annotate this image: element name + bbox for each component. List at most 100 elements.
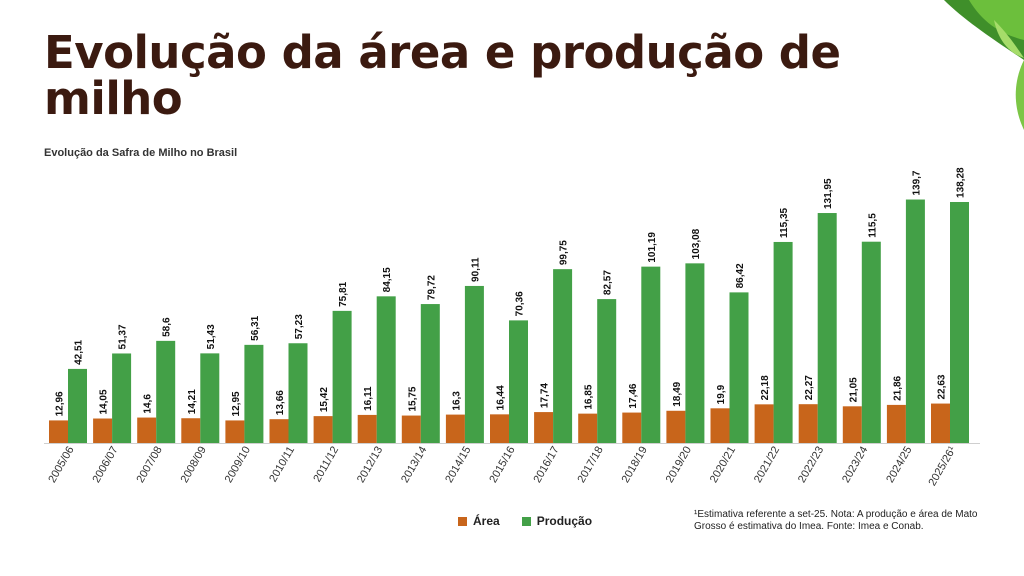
x-tick-label: 2022/23 (796, 445, 826, 485)
bar-producao (509, 320, 528, 443)
data-label-producao: 115,35 (779, 207, 790, 237)
bar-area (181, 418, 201, 443)
bar-producao (376, 296, 396, 443)
footnote: ¹Estimativa referente a set-25. Nota: A … (694, 509, 978, 532)
data-label-producao: 82,57 (603, 270, 614, 295)
data-label-producao: 79,72 (426, 275, 437, 300)
bar-area (225, 420, 245, 443)
bar-producao (156, 340, 176, 443)
bar-area (931, 403, 950, 443)
bar-producao (200, 353, 220, 443)
data-label-producao: 139,7 (911, 170, 922, 195)
data-label-area: 17,46 (628, 383, 639, 408)
data-label-producao: 56,31 (250, 315, 261, 340)
data-label-producao: 115,5 (867, 213, 878, 238)
data-label-producao: 138,28 (956, 167, 967, 198)
bar-producao (905, 199, 925, 443)
bar-area (313, 416, 333, 443)
bar-area (137, 417, 157, 443)
x-tick-label: 2017/18 (576, 445, 606, 485)
x-tick-label: 2015/16 (487, 445, 517, 485)
x-tick-label: 2016/17 (531, 445, 561, 485)
data-label-area: 22,27 (804, 375, 815, 400)
data-label-producao: 90,11 (470, 257, 481, 282)
x-tick-label: 2023/24 (840, 445, 870, 485)
data-label-producao: 86,42 (735, 263, 746, 288)
x-tick-label: 2019/20 (664, 445, 694, 485)
bar-area (401, 415, 421, 443)
bar-producao (817, 213, 837, 443)
data-label-area: 15,42 (319, 387, 330, 412)
bar-area (490, 414, 509, 443)
x-tick-label: 2011/12 (311, 445, 341, 485)
bar-area (269, 419, 289, 443)
bar-producao (641, 266, 661, 443)
bar-area (710, 408, 730, 443)
bar-area (754, 404, 774, 443)
bar-area (445, 414, 465, 443)
bar-producao (773, 241, 793, 443)
bar-area (93, 418, 113, 443)
bar-producao (553, 269, 573, 443)
data-label-producao: 42,51 (74, 339, 85, 364)
data-label-area: 19,9 (716, 384, 727, 404)
bar-area (798, 404, 818, 443)
bar-producao (288, 343, 308, 443)
data-label-area: 16,85 (584, 384, 595, 409)
data-label-area: 22,18 (760, 375, 771, 400)
bar-producao (244, 344, 264, 443)
data-label-area: 16,44 (496, 385, 507, 410)
data-label-area: 22,63 (937, 374, 948, 399)
bar-producao (685, 263, 705, 443)
data-label-producao: 131,95 (823, 178, 834, 209)
data-label-producao: 101,19 (647, 232, 658, 263)
data-label-producao: 70,36 (515, 291, 526, 316)
x-tick-label: 2005/06 (46, 445, 76, 485)
bar-producao (68, 368, 87, 443)
x-tick-label: 2007/08 (135, 445, 165, 485)
data-label-area: 18,49 (672, 381, 683, 406)
bar-producao (861, 241, 881, 443)
bar-producao (464, 285, 484, 443)
x-tick-label: 2006/07 (90, 445, 120, 485)
bar-producao (420, 304, 440, 443)
bar-area (666, 410, 686, 443)
x-tick-label: 2024/25 (884, 445, 914, 485)
bar-producao (112, 353, 132, 443)
data-label-producao: 58,6 (162, 317, 173, 337)
bar-producao (597, 299, 617, 443)
legend-swatch-producao (521, 516, 531, 526)
x-tick-label: 2012/13 (355, 445, 385, 485)
legend-label-area: Área (473, 514, 500, 528)
page-title: Evolução da área e produção de milho (44, 26, 841, 125)
data-label-area: 15,75 (407, 386, 418, 411)
leaf-decoration (944, 0, 1024, 130)
chart-legend: Área Produção (458, 514, 592, 528)
bar-area (886, 404, 906, 443)
x-tick-label: 2018/19 (620, 445, 650, 485)
data-label-area: 14,05 (99, 389, 110, 414)
data-label-area: 21,05 (848, 377, 859, 402)
data-label-area: 14,6 (143, 394, 154, 414)
data-label-producao: 51,37 (118, 324, 129, 349)
data-label-area: 13,66 (275, 390, 286, 415)
data-label-producao: 84,15 (382, 267, 393, 292)
x-tick-label: 2013/14 (399, 445, 429, 485)
legend-swatch-area (458, 516, 467, 526)
data-label-producao: 103,08 (691, 228, 702, 259)
bar-area (357, 414, 377, 443)
data-label-area: 21,86 (892, 375, 903, 400)
legend-label-producao: Produção (536, 514, 593, 528)
bar-producao (950, 201, 969, 443)
x-tick-label: 2021/22 (752, 445, 782, 485)
bar-producao (729, 292, 749, 443)
data-label-area: 16,11 (363, 386, 374, 411)
data-label-producao: 51,43 (206, 324, 217, 349)
data-label-area: 17,74 (540, 383, 551, 408)
x-tick-label: 2008/09 (179, 445, 209, 485)
bar-area (622, 412, 642, 443)
data-label-producao: 99,75 (559, 240, 570, 265)
bar-area (578, 413, 598, 443)
chart-title: Evolução da Safra de Milho no Brasil (44, 147, 238, 159)
data-label-producao: 75,81 (338, 281, 349, 306)
